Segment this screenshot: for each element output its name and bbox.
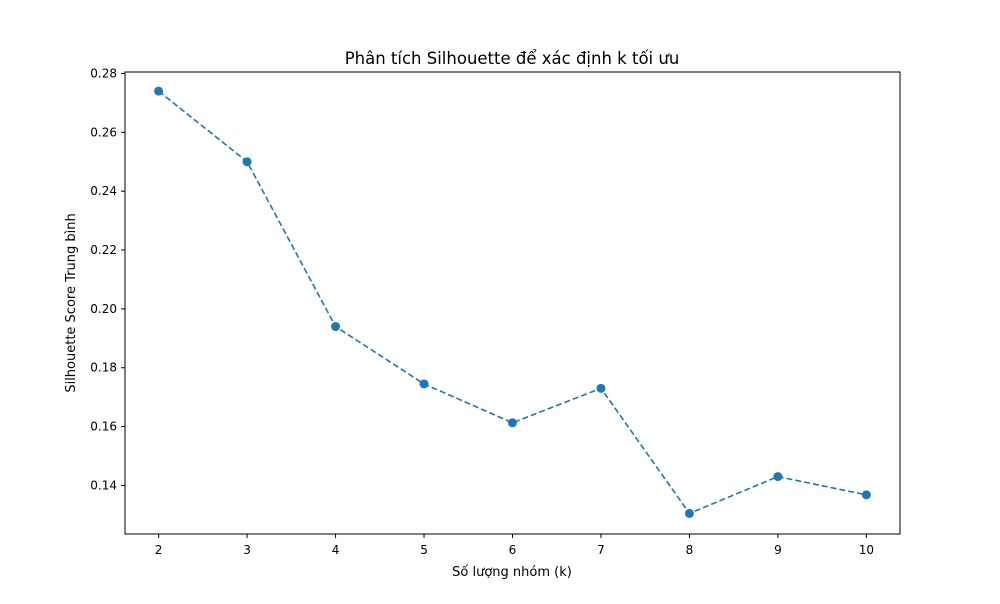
- data-point: [242, 157, 252, 167]
- data-point: [596, 383, 606, 393]
- x-tick-label: 4: [332, 543, 340, 557]
- data-point: [773, 472, 783, 482]
- data-point: [419, 379, 429, 389]
- data-point: [331, 322, 341, 332]
- x-tick-label: 6: [509, 543, 517, 557]
- x-tick-label: 5: [420, 543, 428, 557]
- x-tick-label: 7: [597, 543, 605, 557]
- data-point: [684, 508, 694, 518]
- series-line: [158, 90, 867, 515]
- x-tick-label: 2: [155, 543, 163, 557]
- y-tick-label: 0.18: [90, 361, 117, 375]
- y-tick-label: 0.26: [90, 125, 117, 139]
- y-tick-label: 0.28: [90, 66, 117, 80]
- x-axis-label: Số lượng nhóm (k): [452, 565, 572, 580]
- y-tick-label: 0.20: [90, 302, 117, 316]
- series-layer: [154, 86, 871, 518]
- y-tick-label: 0.14: [90, 478, 117, 492]
- y-tick-label: 0.16: [90, 420, 117, 434]
- y-tick-label: 0.22: [90, 243, 117, 257]
- y-axis-label: Silhouette Score Trung bình: [64, 213, 79, 392]
- chart-title: Phân tích Silhouette để xác định k tối ư…: [345, 49, 680, 68]
- axis-ticks: 2 3 4 5 6 7 8 9 10 0.14 0.16 0.18 0.20 0.22 0.24 0.26 0.…: [90, 66, 874, 557]
- x-tick-label: 10: [859, 543, 874, 557]
- x-tick-label: 8: [686, 543, 694, 557]
- plot-area: [125, 72, 900, 534]
- data-point: [154, 86, 164, 96]
- plot-frame: [124, 71, 901, 535]
- y-tick-label: 0.24: [90, 184, 117, 198]
- x-tick-label: 9: [774, 543, 782, 557]
- x-tick-label: 3: [243, 543, 251, 557]
- data-point: [861, 490, 871, 500]
- data-point: [508, 418, 517, 428]
